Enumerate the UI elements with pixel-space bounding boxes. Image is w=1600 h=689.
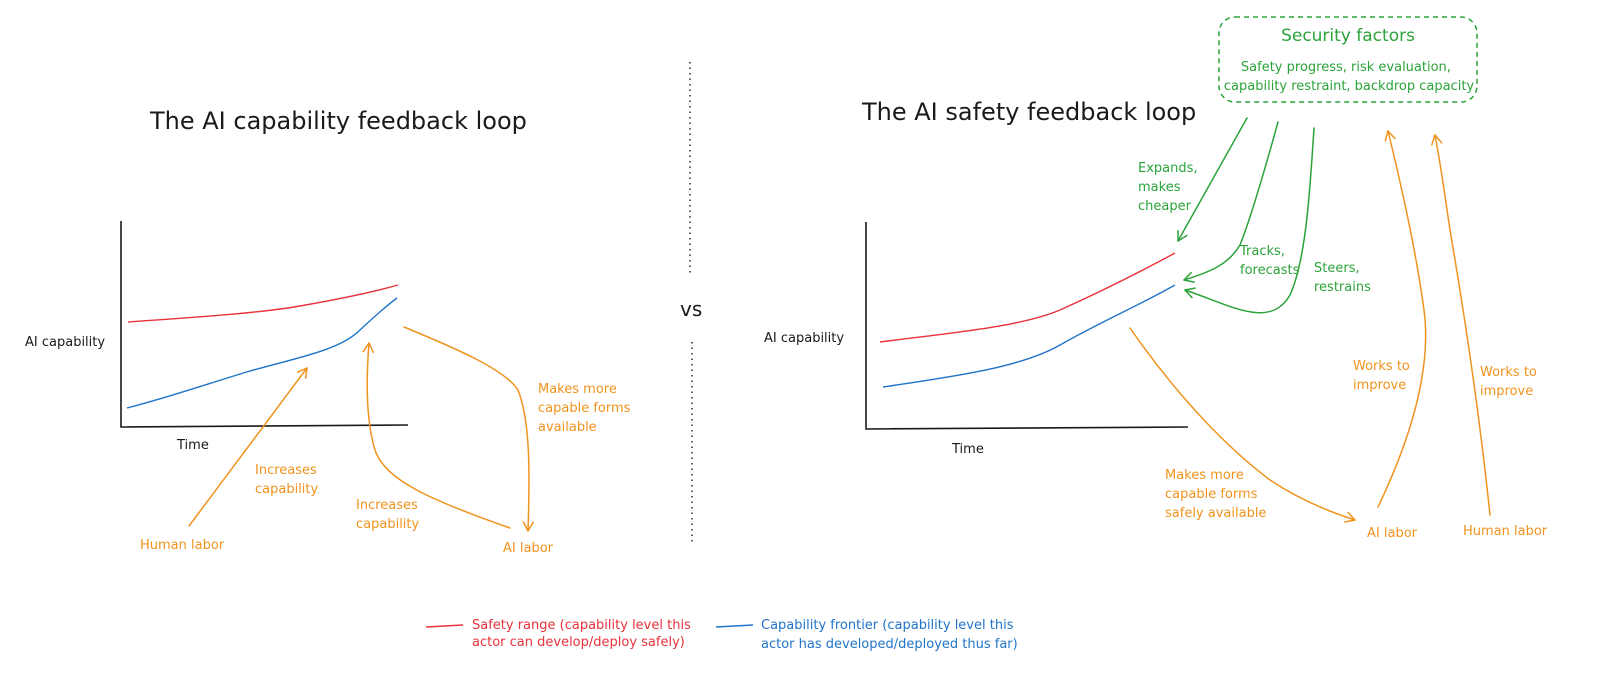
right-ylabel: AI capability (764, 331, 844, 346)
right-works-to-improve-human-label: Works to improve (1480, 365, 1541, 399)
right-makes-more-arrow (1129, 327, 1356, 523)
security-factors-title: Security factors (1281, 26, 1415, 46)
left-ai-increases-label: Increases capability (356, 498, 422, 532)
legend-frontier-swatch (715, 624, 754, 628)
tracks-arrow (1183, 121, 1279, 283)
legend-safety-swatch (425, 624, 464, 628)
left-xlabel: Time (176, 438, 209, 453)
right-capability-frontier-line (882, 284, 1176, 388)
security-factors-box (1218, 16, 1478, 103)
right-human-labor-label: Human labor (1463, 524, 1548, 539)
right-title: The AI safety feedback loop (861, 98, 1196, 126)
left-ai-labor-label: AI labor (503, 541, 554, 556)
legend-safety-label: Safety range (capability level this acto… (472, 618, 695, 650)
left-panel: The AI capability feedback loop AI capab… (25, 107, 635, 556)
right-axes (865, 222, 1189, 430)
left-ylabel: AI capability (25, 335, 105, 350)
left-human-labor-arrow (188, 367, 308, 527)
vs-label: vs (680, 297, 702, 321)
right-makes-more-label: Makes more capable forms safely availabl… (1165, 468, 1266, 521)
steers-arrow (1184, 127, 1315, 314)
steers-label: Steers, restrains (1314, 261, 1371, 295)
left-makes-more-arrow (403, 326, 535, 532)
expands-arrow (1177, 117, 1248, 242)
right-ai-labor-label: AI labor (1367, 526, 1418, 541)
right-ai-works-arrow (1377, 130, 1427, 508)
tracks-label: Tracks, forecasts (1239, 244, 1300, 278)
right-safety-range-line (879, 252, 1176, 343)
right-panel: The AI safety feedback loop AI capabilit… (764, 16, 1548, 541)
left-axes (120, 221, 409, 428)
expands-label: Expands, makes cheaper (1138, 161, 1202, 214)
left-title: The AI capability feedback loop (149, 107, 527, 135)
left-human-increases-label: Increases capability (255, 463, 321, 497)
left-safety-range-line (127, 284, 399, 323)
right-works-to-improve-ai-label: Works to improve (1353, 359, 1414, 393)
legend-frontier-label: Capability frontier (capability level th… (761, 618, 1018, 652)
left-human-labor-label: Human labor (140, 538, 225, 553)
security-factors-description: Safety progress, risk evaluation, capabi… (1224, 60, 1475, 94)
left-capability-frontier-line (126, 297, 398, 409)
legend: Safety range (capability level this acto… (425, 618, 1018, 652)
right-xlabel: Time (951, 442, 984, 457)
left-ai-labor-arrow (362, 342, 511, 529)
separator: vs (680, 62, 702, 543)
right-human-works-arrow (1431, 134, 1491, 516)
left-makes-more-label: Makes more capable forms available (538, 382, 635, 435)
